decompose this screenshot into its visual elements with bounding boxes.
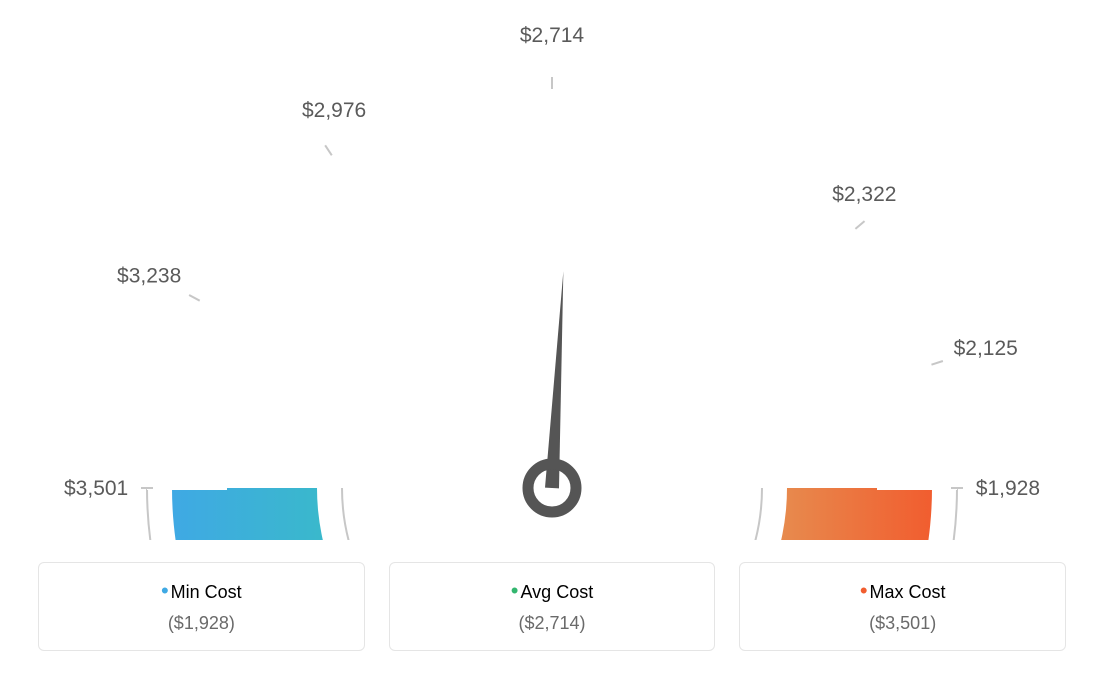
legend-value-max: ($3,501) xyxy=(869,613,936,634)
legend-title-max: • Max Cost xyxy=(860,581,946,603)
gauge-tick-label: $2,714 xyxy=(520,24,585,47)
legend-box-min: • Min Cost ($1,928) xyxy=(38,562,365,651)
legend-label-min: Min Cost xyxy=(171,582,242,603)
legend-dot-max: • xyxy=(860,580,868,602)
legend-label-max: Max Cost xyxy=(870,582,946,603)
legend-value-min: ($1,928) xyxy=(168,613,235,634)
gauge-tick-label: $3,501 xyxy=(64,477,128,500)
legend-dot-avg: • xyxy=(511,580,519,602)
legend-value-avg: ($2,714) xyxy=(518,613,585,634)
gauge-svg: $1,928 $2,125 $2,322 $2,714 $2,976 $3,238 $3,5… xyxy=(52,20,1052,540)
gauge-tick-label: $2,125 xyxy=(954,337,1018,360)
gauge-tick-label: $2,322 xyxy=(832,183,896,206)
gauge-tick-label: $1,928 xyxy=(976,477,1040,500)
legend-row: • Min Cost ($1,928) • Avg Cost ($2,714) … xyxy=(38,562,1066,651)
gauge-tick-label: $3,238 xyxy=(117,264,181,287)
gauge-tick-label: $2,976 xyxy=(302,99,366,122)
gauge-chart: $1,928 $2,125 $2,322 $2,714 $2,976 $3,238 $3,5… xyxy=(52,20,1052,540)
legend-dot-min: • xyxy=(161,580,169,602)
legend-label-avg: Avg Cost xyxy=(521,582,594,603)
legend-title-min: • Min Cost xyxy=(161,581,242,603)
legend-box-max: • Max Cost ($3,501) xyxy=(739,562,1066,651)
legend-box-avg: • Avg Cost ($2,714) xyxy=(389,562,716,651)
legend-title-avg: • Avg Cost xyxy=(511,581,593,603)
